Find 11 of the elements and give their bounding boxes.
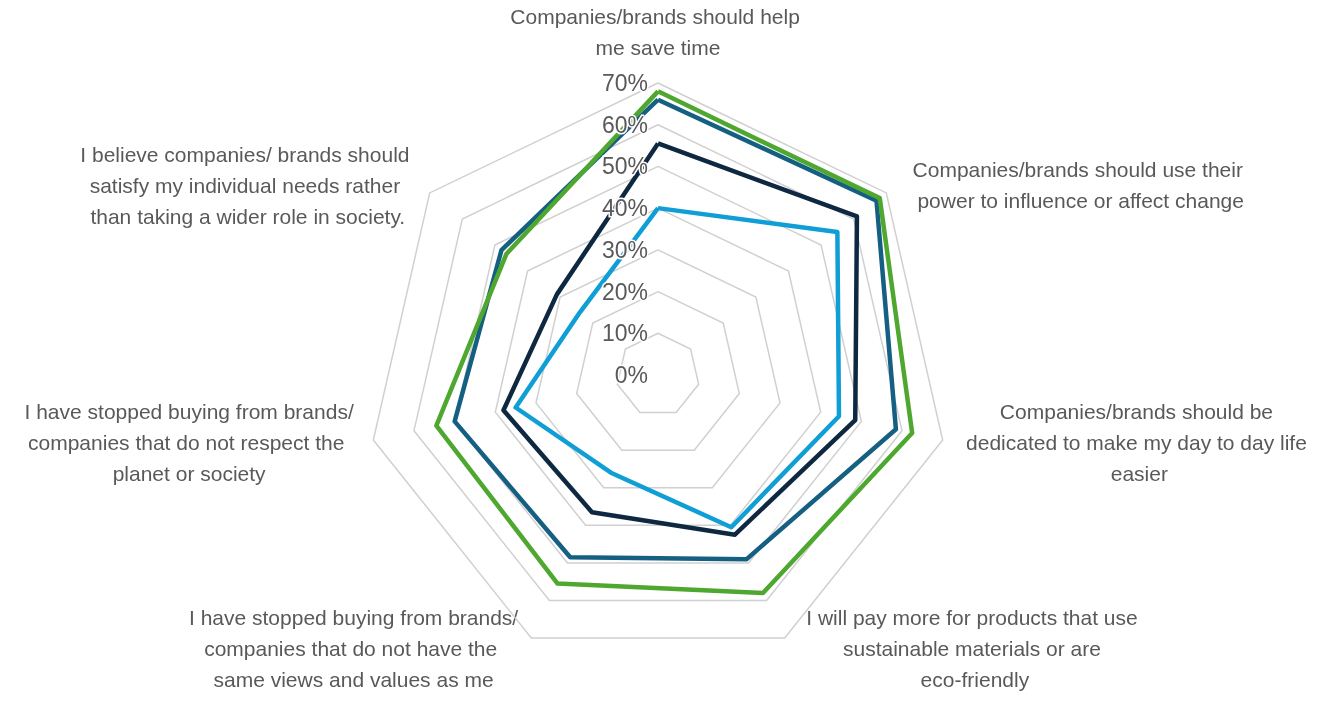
spoke-label: I believe companies/ brands should satisfy my individual needs rather than taking a wider role in society. bbox=[80, 142, 416, 228]
spoke-label: Companies/brands should help me save time bbox=[510, 5, 806, 59]
y-tick-label: 70% bbox=[601, 70, 648, 96]
spoke-label: I have stopped buying from brands/companies that do not respect the planet or society bbox=[24, 400, 354, 486]
y-tick-label: 20% bbox=[601, 278, 648, 305]
spoke-label: Companies/brands should be dedicated to make my day to day life easier bbox=[966, 400, 1313, 486]
spoke-label: Companies/brands should use their power to influence or affect change bbox=[912, 158, 1249, 213]
y-tick-label: 0% bbox=[614, 362, 648, 388]
spoke-label: I have stopped buying from brands/companies that do not have the same views and values as me bbox=[189, 606, 519, 692]
spoke-label: I will pay more for products that use sustainable materials or are eco-friendly bbox=[806, 606, 1144, 692]
y-tick-label: 10% bbox=[601, 320, 648, 347]
